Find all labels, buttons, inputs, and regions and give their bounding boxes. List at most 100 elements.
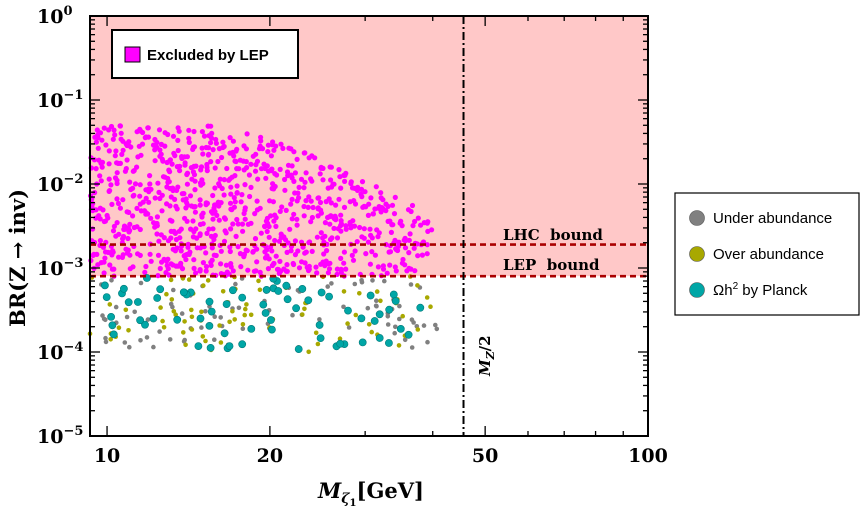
data-point <box>160 318 165 324</box>
data-point <box>341 260 347 266</box>
data-point <box>164 159 170 166</box>
data-point <box>358 186 365 192</box>
data-point <box>393 324 398 330</box>
data-point <box>224 165 230 172</box>
data-point <box>359 234 365 240</box>
data-point <box>211 236 217 243</box>
data-point <box>132 309 137 315</box>
data-point <box>136 316 144 325</box>
data-point <box>120 197 126 203</box>
data-point <box>412 218 418 225</box>
data-point <box>408 208 414 215</box>
data-point <box>282 281 291 290</box>
data-point <box>353 312 359 318</box>
data-point <box>380 263 386 269</box>
legend-label-under: Under abundance <box>713 210 832 227</box>
data-point <box>241 167 247 173</box>
data-point <box>303 198 309 204</box>
data-point <box>288 201 294 207</box>
data-point <box>127 252 133 258</box>
data-point <box>331 225 337 231</box>
data-point <box>212 337 217 343</box>
data-point <box>124 314 130 320</box>
data-point <box>173 312 178 318</box>
data-point <box>132 181 139 187</box>
data-point <box>334 235 341 241</box>
data-point <box>292 252 298 258</box>
data-point <box>123 246 129 252</box>
data-point <box>220 144 226 151</box>
data-point <box>348 180 354 187</box>
data-point <box>257 143 263 149</box>
data-point <box>278 231 284 237</box>
data-point <box>374 298 379 304</box>
data-point <box>273 143 279 149</box>
data-point <box>184 200 190 206</box>
data-point <box>206 343 215 352</box>
data-point <box>94 127 100 133</box>
data-point <box>238 293 247 302</box>
data-point <box>182 215 188 221</box>
data-point <box>179 311 185 316</box>
data-point <box>152 158 158 164</box>
data-point <box>336 196 342 202</box>
data-point <box>285 240 291 246</box>
data-point <box>238 264 244 270</box>
data-point <box>212 202 218 208</box>
data-point <box>343 170 349 176</box>
data-point <box>161 235 167 241</box>
lep-bound-label: LEP bound <box>503 256 600 274</box>
data-point <box>196 314 205 323</box>
data-point <box>317 199 324 206</box>
data-point <box>313 330 319 336</box>
data-point <box>187 193 194 199</box>
data-point <box>189 307 194 313</box>
data-point <box>186 251 192 257</box>
data-point <box>301 203 307 210</box>
data-point <box>131 168 137 174</box>
data-point <box>373 303 379 309</box>
data-point <box>277 258 283 264</box>
data-point <box>183 205 189 211</box>
data-point <box>254 198 260 204</box>
data-point <box>92 134 98 140</box>
data-point <box>343 266 349 272</box>
data-point <box>127 344 132 350</box>
data-point <box>218 261 224 267</box>
data-point <box>190 234 196 240</box>
data-point <box>388 229 394 235</box>
data-point <box>216 203 222 209</box>
data-point <box>302 250 308 256</box>
data-point <box>220 289 226 294</box>
data-point <box>264 215 270 221</box>
data-point <box>370 317 379 325</box>
data-point <box>406 250 412 256</box>
data-point <box>147 251 153 257</box>
data-point <box>212 185 218 191</box>
data-point <box>408 282 414 287</box>
data-point <box>384 339 393 347</box>
data-point <box>164 291 169 297</box>
data-point <box>218 340 224 345</box>
data-point <box>184 181 190 187</box>
data-point <box>180 197 186 203</box>
data-point <box>133 298 142 306</box>
data-point <box>247 193 253 200</box>
data-point <box>173 203 179 209</box>
data-point <box>418 222 424 228</box>
data-point <box>370 278 375 283</box>
data-point <box>334 266 340 272</box>
data-point <box>124 142 130 149</box>
data-point <box>231 195 237 201</box>
data-point <box>189 203 195 209</box>
data-point <box>158 305 163 310</box>
data-point <box>310 204 316 211</box>
data-point <box>270 181 276 187</box>
data-point <box>304 296 313 305</box>
data-point <box>175 147 181 154</box>
data-point <box>392 194 398 200</box>
data-point <box>193 163 199 169</box>
data-point <box>206 151 212 157</box>
data-point <box>411 245 417 251</box>
data-point <box>96 213 102 219</box>
